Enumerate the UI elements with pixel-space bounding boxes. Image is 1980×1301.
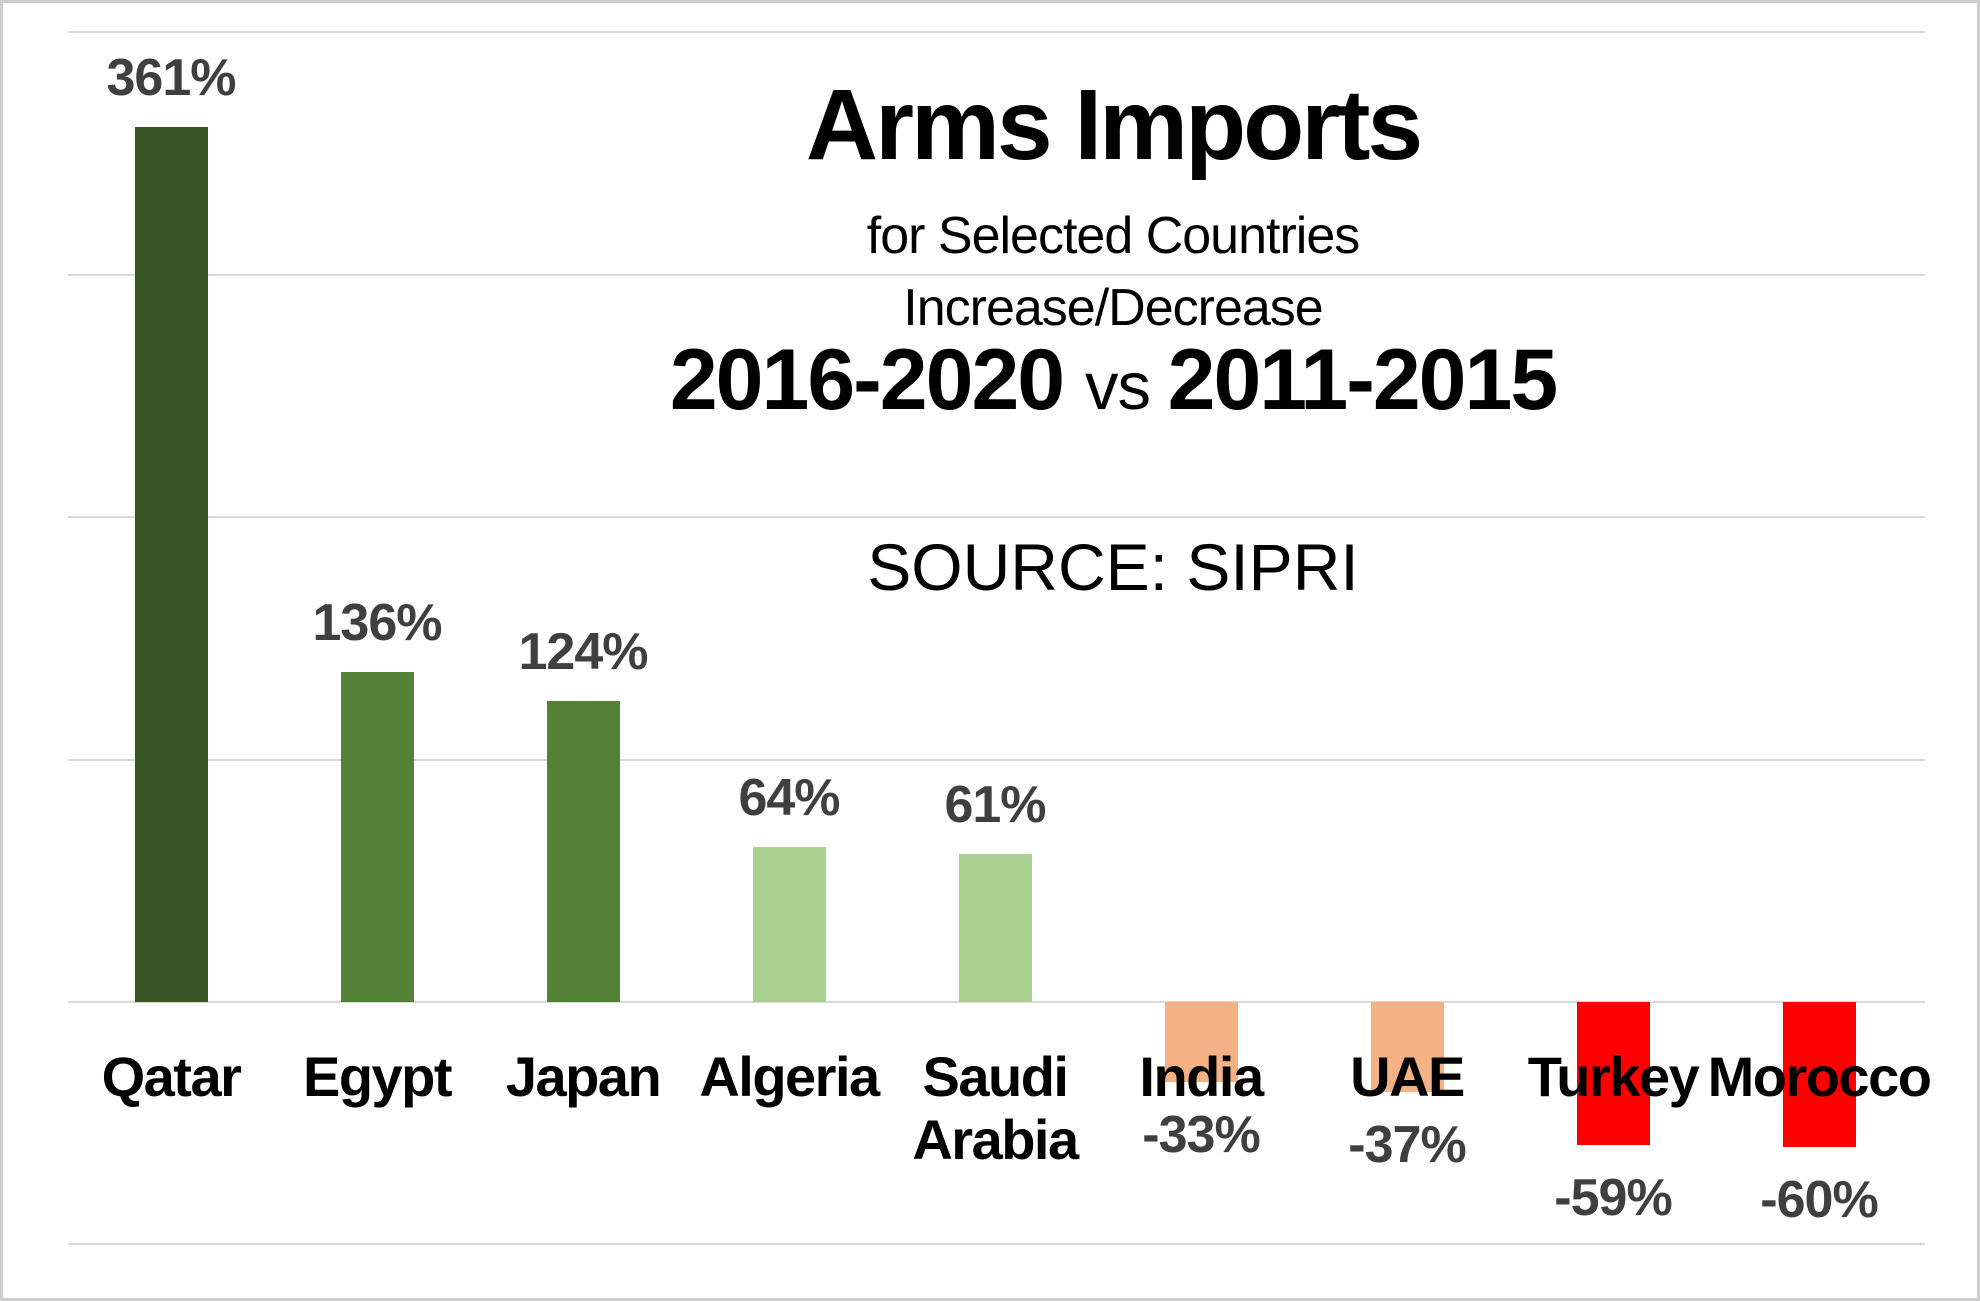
gridline-400pct [68,31,1925,33]
gridline-100pct [68,759,1925,761]
gridline-300pct [68,274,1925,276]
value-label-egypt: 136% [312,594,443,652]
value-label-algeria: 64% [738,769,840,827]
bar-uae [1371,1002,1444,1092]
chart-title: Arms Imports [805,69,1423,181]
gridline-200pct [68,516,1925,518]
period-vs-label: vs [1085,349,1151,424]
bar-algeria [753,847,826,1002]
value-label-saudi-arabia: 61% [944,776,1046,834]
gridline-0pct [68,1001,1925,1003]
value-label-morocco: -60% [1760,1171,1878,1229]
value-label-japan: 124% [518,623,649,681]
period-2011-2015: 2011-2015 [1167,332,1559,428]
category-label-algeria: Algeria [699,1045,880,1108]
category-label-saudi-arabia: Saudi Arabia [912,1045,1079,1171]
bar-qatar [135,127,208,1002]
chart-subtitle-increase-decrease: Increase/Decrease [903,279,1323,337]
value-label-uae: -37% [1348,1116,1466,1174]
bar-saudi-arabia [959,854,1032,1002]
chart-subtitle-countries: for Selected Countries [866,207,1361,265]
chart-period-comparison: 2016-2020 vs 2011-2015 [613,335,1613,425]
source-label: SOURCE: SIPRI [867,530,1359,604]
gridline--100pct [68,1243,1925,1245]
bar-japan [547,701,620,1002]
category-label-india: India [1139,1045,1264,1108]
period-2016-2020: 2016-2020 [669,332,1065,428]
value-label-qatar: 361% [106,49,237,107]
value-label-india: -33% [1142,1106,1260,1164]
category-label-uae: UAE [1350,1045,1465,1108]
category-label-egypt: Egypt [302,1045,453,1108]
category-label-japan: Japan [505,1045,662,1108]
bar-egypt [341,672,414,1002]
category-label-qatar: Qatar [101,1045,242,1108]
category-label-turkey: Turkey [1527,1045,1700,1108]
bar-turkey [1577,1002,1650,1145]
category-label-morocco: Morocco [1707,1045,1932,1108]
bar-morocco [1783,1002,1856,1147]
value-label-turkey: -59% [1554,1169,1672,1227]
bar-india [1165,1002,1238,1082]
